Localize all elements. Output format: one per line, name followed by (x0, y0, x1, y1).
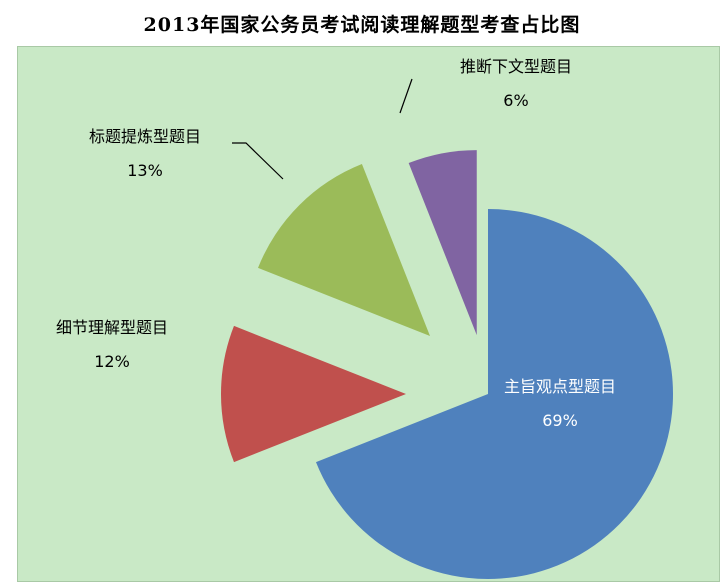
pie-slice (258, 164, 431, 337)
pie-slice (408, 150, 477, 336)
slice-value-label: 12% (94, 352, 130, 371)
slice-value-label: 6% (503, 91, 528, 110)
slice-category-label: 推断下文型题目 (460, 57, 572, 76)
chart-title: 2013年国家公务员考试阅读理解题型考查占比图 (143, 14, 581, 36)
pie-slice (315, 209, 674, 579)
pie-slice (221, 325, 406, 463)
slice-category-label: 细节理解型题目 (56, 318, 168, 337)
slice-category-label: 标题提炼型题目 (89, 127, 201, 146)
slice-category-label: 主旨观点型题目 (504, 377, 616, 396)
slice-labels: 主旨观点型题目 69% 细节理解型题目 12% 标题提炼型题目 13% 推断下文型题目 6% (56, 57, 616, 430)
pie-slices (221, 150, 674, 579)
slice-value-label: 13% (127, 161, 163, 180)
leader-line (232, 142, 284, 180)
slice-value-label: 69% (542, 411, 578, 430)
leader-line (399, 78, 413, 114)
leader-lines (232, 78, 413, 180)
